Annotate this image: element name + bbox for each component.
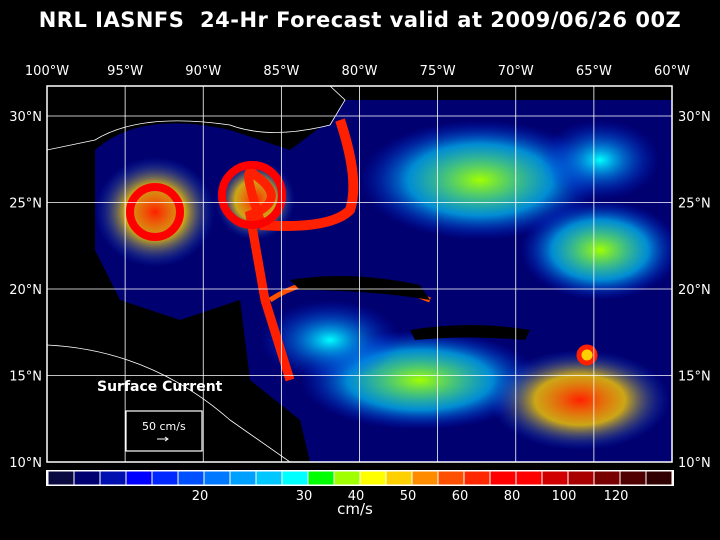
colorbar-swatch	[620, 471, 646, 485]
colorbar-swatch	[646, 471, 672, 485]
lat-tick-label-left: 10°N	[9, 456, 42, 471]
lat-tick-label-right: 10°N	[678, 456, 711, 471]
legend-box: Surface Current 50 cm/s	[97, 379, 223, 452]
lat-tick-label-right: 25°N	[678, 197, 711, 212]
lon-tick-label: 90°W	[185, 64, 221, 79]
lat-tick-label-left: 25°N	[9, 197, 42, 212]
lon-tick-label: 80°W	[342, 64, 378, 79]
colorbar-swatch	[334, 471, 360, 485]
lat-tick-label-left: 15°N	[9, 370, 42, 385]
colorbar-swatch	[438, 471, 464, 485]
current-field	[47, 86, 672, 462]
colorbar-swatch	[152, 471, 178, 485]
colorbar-tick-label: 80	[504, 489, 521, 504]
colorbar-swatch	[516, 471, 542, 485]
lon-tick-label: 60°W	[654, 64, 690, 79]
lon-tick-label: 100°W	[25, 64, 69, 79]
field-label: Surface Current	[97, 379, 223, 395]
colorbar-tick-label: 120	[604, 489, 629, 504]
colorbar-swatch	[100, 471, 126, 485]
lat-tick-label-left: 30°N	[9, 110, 42, 125]
colorbar-tick-label: 60	[452, 489, 469, 504]
chart-title: NRL IASNFS 24-Hr Forecast valid at 2009/…	[38, 8, 682, 32]
colorbar: 20 30 40 50 60 80 100 120	[46, 470, 674, 504]
reference-vector-arrow-icon	[157, 436, 169, 442]
colorbar-swatch	[412, 471, 438, 485]
lat-tick-label-right: 20°N	[678, 283, 711, 298]
colorbar-tick-label: 30	[296, 489, 313, 504]
colorbar-swatch	[594, 471, 620, 485]
colorbar-swatch	[308, 471, 334, 485]
lon-tick-label: 65°W	[576, 64, 612, 79]
colorbar-swatch	[490, 471, 516, 485]
lon-tick-label: 70°W	[498, 64, 534, 79]
lon-tick-label: 75°W	[420, 64, 456, 79]
colorbar-swatch	[256, 471, 282, 485]
colorbar-swatch	[74, 471, 100, 485]
map-frame	[46, 85, 673, 463]
lon-tick-label: 95°W	[107, 64, 143, 79]
lat-tick-label-right: 30°N	[678, 110, 711, 125]
colorbar-swatch	[230, 471, 256, 485]
colorbar-swatch	[464, 471, 490, 485]
colorbar-swatch	[204, 471, 230, 485]
colorbar-tick-label: 100	[552, 489, 577, 504]
colorbar-tick-label: 20	[192, 489, 209, 504]
colorbar-swatch	[386, 471, 412, 485]
lat-tick-label-right: 15°N	[678, 370, 711, 385]
reference-vector-label: 50 cm/s	[142, 420, 186, 433]
lat-tick-label-left: 20°N	[9, 283, 42, 298]
lon-tick-label: 85°W	[263, 64, 299, 79]
colorbar-swatch	[48, 471, 74, 485]
colorbar-swatch	[542, 471, 568, 485]
colorbar-tick-label: 50	[400, 489, 417, 504]
colorbar-swatch	[126, 471, 152, 485]
colorbar-swatch	[282, 471, 308, 485]
colorbar-swatch	[568, 471, 594, 485]
colorbar-units: cm/s	[337, 500, 373, 518]
colorbar-swatch	[178, 471, 204, 485]
colorbar-tick-label: 40	[348, 489, 365, 504]
colorbar-swatch	[360, 471, 386, 485]
